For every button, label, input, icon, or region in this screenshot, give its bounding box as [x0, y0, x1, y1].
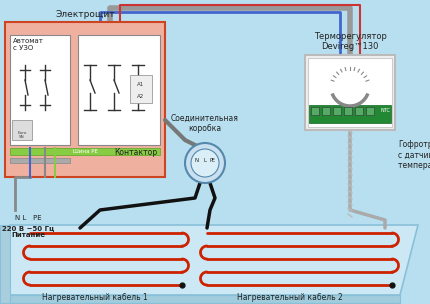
Bar: [10, 35, 70, 145]
Text: 220 В ~50 Гц
Питание: 220 В ~50 Гц Питание: [2, 225, 54, 238]
Text: Электрощит: Электрощит: [55, 10, 115, 19]
Bar: [10, 148, 160, 155]
Bar: [5, 22, 165, 177]
Text: Шина PE: Шина PE: [73, 149, 98, 154]
Bar: [78, 35, 160, 145]
Text: Нагревательный кабель 2: Нагревательный кабель 2: [237, 293, 343, 302]
Bar: [12, 120, 32, 140]
Bar: [311, 107, 319, 115]
Text: Контактор: Контактор: [114, 148, 157, 157]
Text: NTC: NTC: [380, 109, 390, 113]
Polygon shape: [0, 225, 418, 295]
Bar: [333, 107, 341, 115]
Text: N: N: [195, 158, 199, 164]
Bar: [305, 55, 395, 130]
Polygon shape: [0, 295, 400, 303]
Bar: [308, 58, 392, 127]
Text: PE: PE: [209, 158, 215, 164]
Bar: [10, 158, 70, 163]
Text: A2: A2: [137, 95, 144, 99]
Bar: [344, 107, 352, 115]
Circle shape: [185, 143, 225, 183]
Text: N L   PE: N L PE: [15, 215, 41, 221]
Bar: [322, 107, 330, 115]
Text: Euro
SN: Euro SN: [17, 131, 27, 139]
Bar: [355, 107, 363, 115]
Text: Соединительная
коробка: Соединительная коробка: [171, 114, 239, 133]
Text: Автомат
с УЗО: Автомат с УЗО: [13, 38, 44, 51]
Bar: [366, 107, 374, 115]
Bar: [309, 105, 391, 123]
Bar: [130, 75, 152, 103]
Text: Терморегулятор
Devireg™130: Терморегулятор Devireg™130: [313, 32, 387, 51]
Text: A1: A1: [137, 82, 144, 88]
Text: L: L: [203, 158, 206, 164]
Polygon shape: [0, 225, 10, 303]
Text: Нагревательный кабель 1: Нагревательный кабель 1: [42, 293, 148, 302]
Circle shape: [191, 149, 219, 177]
Text: Гофротрубка
с датчиком
температуры пола: Гофротрубка с датчиком температуры пола: [398, 140, 430, 170]
